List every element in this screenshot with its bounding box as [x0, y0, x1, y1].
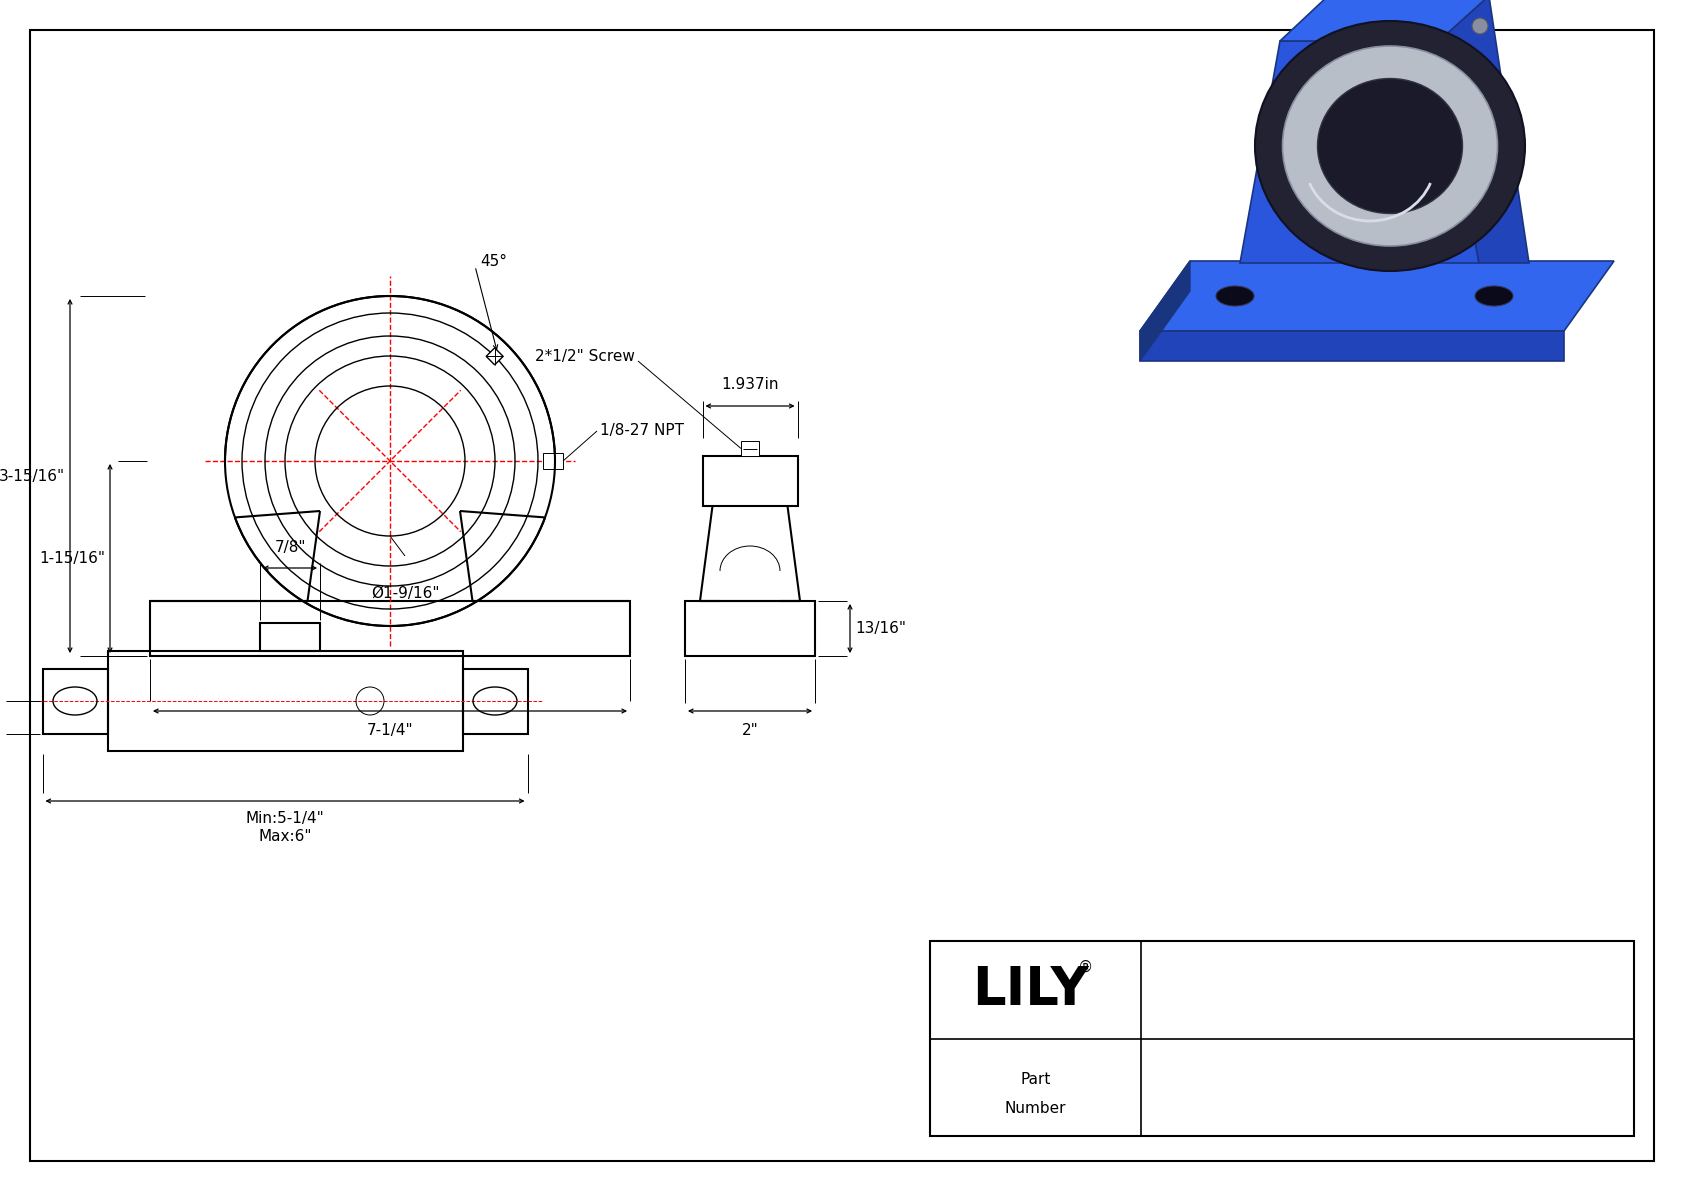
Bar [702, 456, 798, 506]
Text: 1/8-27 NPT: 1/8-27 NPT [600, 424, 684, 438]
Bar [259, 623, 320, 651]
Bar [930, 941, 1633, 1136]
Text: Part: Part [1021, 1072, 1051, 1087]
Polygon shape [1140, 261, 1613, 331]
Bar [42, 668, 108, 734]
Text: 13/16": 13/16" [855, 621, 906, 636]
Text: 2": 2" [741, 723, 758, 738]
Ellipse shape [1216, 286, 1255, 306]
Text: 7/8": 7/8" [274, 540, 306, 555]
Ellipse shape [1255, 21, 1526, 272]
Circle shape [1472, 18, 1489, 35]
Bar [685, 601, 815, 656]
Text: 1-15/16": 1-15/16" [39, 551, 104, 566]
Text: 2*1/2" Screw: 2*1/2" Screw [536, 349, 635, 363]
Text: Max:6": Max:6" [258, 829, 312, 844]
Text: Min:5-1/4": Min:5-1/4" [246, 811, 325, 827]
Polygon shape [1239, 40, 1479, 263]
Ellipse shape [1317, 79, 1462, 213]
Polygon shape [487, 348, 504, 364]
Bar [150, 601, 630, 656]
Polygon shape [1140, 261, 1191, 361]
Polygon shape [1280, 0, 1489, 40]
Text: ®: ® [1078, 960, 1093, 975]
Text: LILY: LILY [972, 964, 1090, 1016]
Ellipse shape [1475, 286, 1512, 306]
Text: 3-15/16": 3-15/16" [0, 468, 66, 484]
Bar [463, 668, 527, 734]
Ellipse shape [1283, 46, 1497, 247]
Polygon shape [1440, 0, 1529, 263]
Text: Number: Number [1005, 1102, 1066, 1116]
Bar [108, 651, 463, 752]
Text: 1.937in: 1.937in [721, 378, 778, 392]
Text: 7-1/4": 7-1/4" [367, 723, 413, 738]
Text: Ø1-9/16": Ø1-9/16" [370, 586, 440, 601]
Polygon shape [1140, 331, 1564, 361]
Text: 45°: 45° [480, 254, 507, 268]
Bar [741, 441, 759, 456]
Bar [542, 453, 562, 469]
